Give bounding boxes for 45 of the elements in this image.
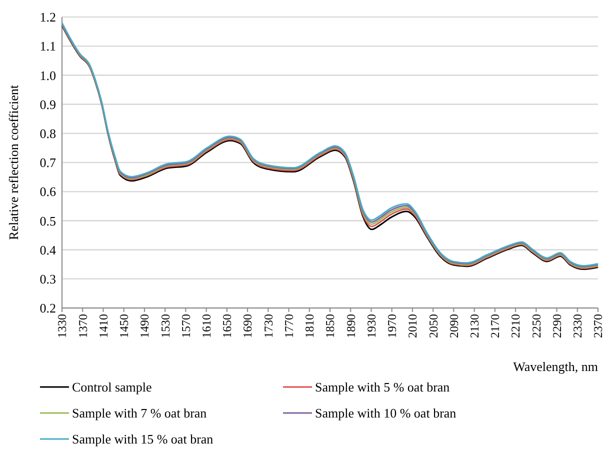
x-tick-label: 1570: [178, 314, 193, 338]
x-tick-label: 1610: [200, 314, 214, 338]
x-tick-label: 2250: [529, 314, 544, 338]
y-tick-label: 0.9: [40, 96, 56, 112]
x-tick-label: 2130: [468, 314, 482, 338]
y-tick-label: 1.0: [40, 68, 56, 83]
x-tick-label: 1850: [323, 314, 338, 338]
y-tick-label: 1.2: [40, 10, 56, 25]
x-tick-label: 1530: [158, 314, 172, 338]
legend-label: Sample with 7 % oat bran: [72, 406, 208, 421]
x-tick-label: 1890: [344, 314, 358, 338]
x-tick-label: 2090: [446, 314, 461, 338]
x-tick-label: 1930: [364, 314, 378, 338]
y-axis-title: Relative reflection coefficient: [6, 84, 21, 240]
y-tick-label: 1.1: [40, 38, 56, 54]
x-tick-label: 2010: [406, 314, 420, 338]
x-tick-label: 1770: [282, 314, 296, 338]
x-tick-label: 1650: [220, 314, 234, 338]
x-tick-label: 1730: [261, 314, 276, 338]
x-tick-label: 1970: [385, 314, 400, 338]
y-tick-label: 0.6: [40, 184, 56, 200]
x-tick-label: 1370: [76, 314, 90, 338]
legend-label: Sample with 5 % oat bran: [315, 380, 450, 395]
y-tick-label: 0.8: [40, 126, 56, 141]
x-tick-label: 1410: [96, 314, 110, 338]
x-tick-label: 1690: [240, 314, 255, 338]
y-tick-label: 0.5: [40, 213, 56, 228]
x-tick-label: 1490: [138, 314, 152, 338]
x-tick-label: 2210: [508, 314, 523, 338]
x-axis-title: Wavelength, nm: [513, 359, 598, 374]
x-tick-label: 2330: [570, 314, 585, 338]
x-tick-label: 1450: [117, 314, 132, 338]
x-tick-label: 1330: [55, 314, 70, 338]
legend-label: Control sample: [72, 380, 152, 395]
y-tick-label: 0.3: [40, 271, 56, 286]
legend-label: Sample with 15 % oat bran: [72, 432, 214, 447]
legend-label: Sample with 10 % oat bran: [315, 406, 457, 421]
x-tick-label: 2370: [591, 314, 603, 338]
y-tick-label: 0.2: [40, 300, 56, 316]
x-tick-label: 2050: [426, 314, 440, 338]
x-tick-label: 1810: [302, 314, 317, 338]
y-tick-label: 0.7: [40, 155, 56, 170]
y-tick-label: 0.4: [40, 242, 56, 258]
x-tick-label: 2170: [488, 314, 502, 338]
x-tick-label: 2290: [550, 314, 564, 338]
